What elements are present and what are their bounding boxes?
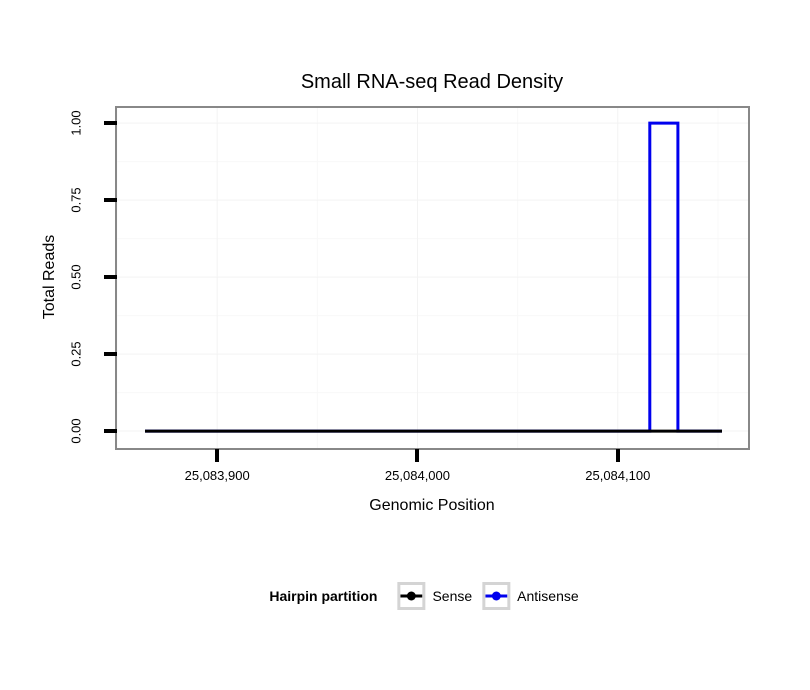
x-axis-tick-label: 25,084,000 <box>384 468 451 483</box>
y-axis-tick-label: 1.00 <box>68 110 84 136</box>
legend-item-sense: Sense <box>397 582 472 610</box>
y-axis-tick <box>104 429 117 434</box>
y-axis-tick <box>104 198 117 203</box>
antisense-line-key-icon <box>482 582 511 610</box>
x-axis-tick <box>615 449 620 462</box>
sense-line-key-icon <box>397 582 426 610</box>
plot-area <box>117 108 748 448</box>
legend-label-sense: Sense <box>432 588 473 604</box>
y-axis-title: Total Reads <box>41 234 58 320</box>
legend-title: Hairpin partition <box>269 588 378 604</box>
chart-title: Small RNA-seq Read Density <box>300 71 564 93</box>
x-axis-title: Genomic Position <box>369 497 495 514</box>
line-with-point-icon <box>400 591 423 601</box>
legend-item-antisense: Antisense <box>482 582 579 610</box>
y-axis-tick <box>104 352 117 357</box>
line-with-point-icon <box>485 591 508 601</box>
x-axis-tick-label: 25,084,100 <box>585 468 651 483</box>
x-axis-tick-label: 25,083,900 <box>184 468 250 483</box>
y-axis-tick-label: 0.75 <box>68 187 84 213</box>
y-axis-tick <box>104 275 117 280</box>
y-axis-tick-label: 0.00 <box>68 418 84 444</box>
y-axis-tick <box>104 121 117 126</box>
x-axis-tick <box>415 449 420 462</box>
y-axis-tick-label: 0.50 <box>68 264 84 290</box>
y-axis-tick-label: 0.25 <box>68 341 84 367</box>
legend: Hairpin partition Sense Antisense <box>269 582 579 610</box>
legend-label-antisense: Antisense <box>517 588 579 604</box>
x-axis-tick <box>215 449 220 462</box>
